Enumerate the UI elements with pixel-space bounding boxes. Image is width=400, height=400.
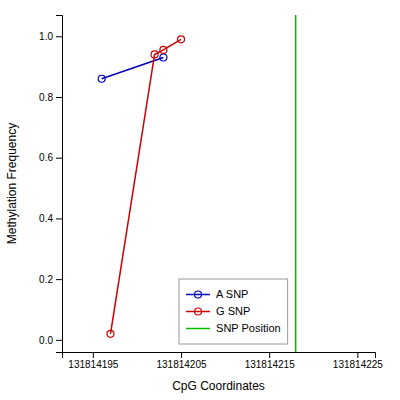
tick-label: 131814195 <box>68 359 118 370</box>
tick-label: 0.2 <box>39 274 53 285</box>
legend-entry: A SNP <box>186 288 248 300</box>
tick-label: 131814225 <box>333 359 383 370</box>
legend-marker <box>195 308 202 315</box>
series-line <box>110 39 181 333</box>
point <box>178 36 185 43</box>
legend-swatch <box>186 328 210 330</box>
tick: 0.8 <box>39 92 62 103</box>
tick-label: 0.4 <box>39 213 53 224</box>
legend-marker <box>195 291 202 298</box>
x-axis: 131814195 131814205 131814215 131814225 <box>63 352 384 370</box>
tick: 0.4 <box>39 213 62 224</box>
legend-label: A SNP <box>216 288 248 300</box>
y-axis-title: Methylation Frequency <box>5 123 19 244</box>
tick-label: 0.8 <box>39 92 53 103</box>
tick-mark <box>93 352 94 358</box>
point <box>107 330 114 337</box>
legend-box <box>179 279 288 344</box>
tick-label: 131814205 <box>156 359 206 370</box>
legend: A SNP G SNP SNP Position <box>179 279 288 344</box>
tick-mark <box>56 158 62 159</box>
tick: 131814215 <box>245 352 295 370</box>
legend-swatch <box>186 311 210 313</box>
tick-mark <box>56 340 62 341</box>
tick-label: 131814215 <box>245 359 295 370</box>
legend-entry: SNP Position <box>186 322 281 334</box>
legend-entry: G SNP <box>186 305 250 317</box>
tick-mark <box>56 97 62 98</box>
tick: 131814205 <box>156 352 206 370</box>
legend-swatch <box>186 294 210 296</box>
tick-label: 0.0 <box>39 335 53 346</box>
tick-label: 1.0 <box>39 31 53 42</box>
tick-mark <box>56 218 62 219</box>
chart: 1318141951318142051318142151318142250.00… <box>0 0 400 400</box>
tick: 0.6 <box>39 152 62 163</box>
tick: 131814195 <box>68 352 118 370</box>
tick: 131814225 <box>333 352 383 370</box>
tick: 0.0 <box>39 335 62 346</box>
axis-domain <box>63 353 376 359</box>
point <box>98 75 105 82</box>
point <box>151 51 158 58</box>
vertical-line <box>295 15 297 352</box>
axis-domain <box>56 16 63 353</box>
tick-mark <box>357 352 358 358</box>
tick-mark <box>269 352 270 358</box>
tick-mark <box>56 279 62 280</box>
tick: 0.2 <box>39 274 62 285</box>
tick-mark <box>181 352 182 358</box>
tick: 1.0 <box>39 31 62 42</box>
y-axis: 0.0 0.2 0.4 0.6 0.8 1.0 <box>39 16 62 353</box>
legend-label: SNP Position <box>216 322 281 334</box>
x-axis-title: CpG Coordinates <box>172 379 265 393</box>
marks <box>98 15 295 352</box>
legend-label: G SNP <box>216 305 250 317</box>
tick-label: 0.6 <box>39 152 53 163</box>
plot: 1318141951318142051318142151318142250.00… <box>39 15 383 370</box>
tick-mark <box>56 36 62 37</box>
point <box>160 54 167 61</box>
point <box>160 46 167 53</box>
